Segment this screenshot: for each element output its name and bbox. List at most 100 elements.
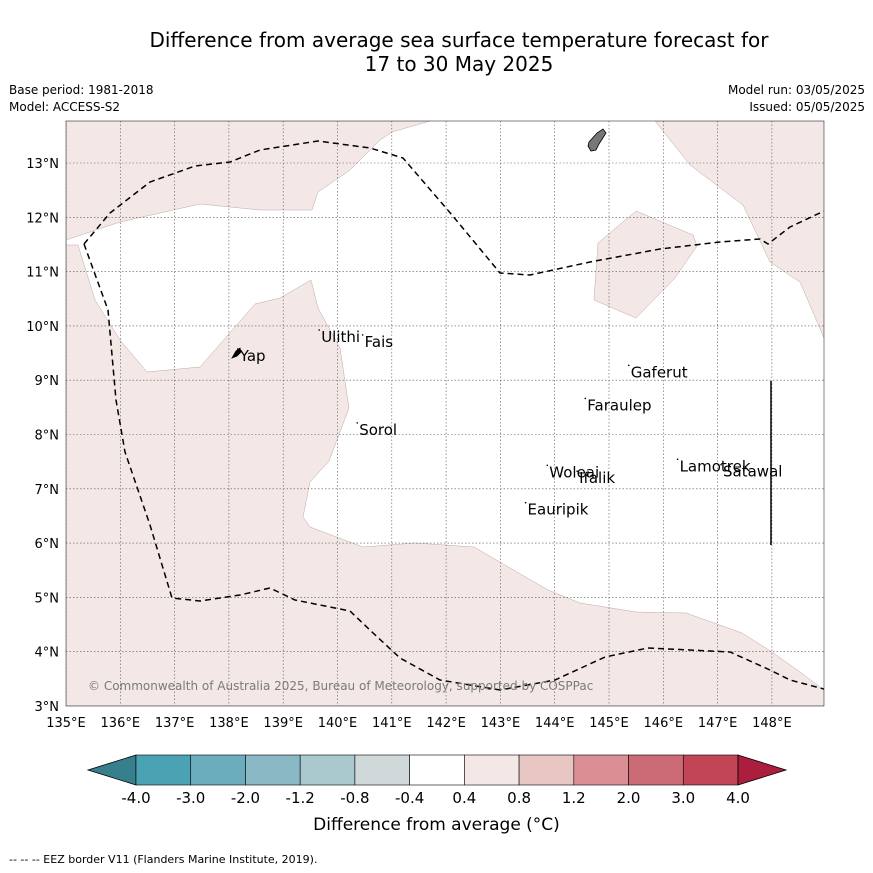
colorbar-tick-label: 0.8 (507, 789, 531, 807)
island-marker (356, 422, 359, 424)
copyright-notice: © Commonwealth of Australia 2025, Bureau… (88, 679, 593, 693)
latitude-tick-label: 9°N (35, 374, 60, 389)
colorbar-ticks: -4.0 -3.0 -2.0 -1.2 -0.8 -0.4 0.4 0.8 1.2 2.0 3.0 4… (121, 789, 750, 807)
latitude-tick-label: 8°N (35, 429, 60, 444)
island-marker (524, 501, 527, 504)
yap-land (231, 347, 242, 359)
island-marker (720, 463, 722, 466)
title-line-2: 17 to 30 May 2025 (364, 52, 554, 76)
colorbar-segment (299, 754, 356, 786)
longitude-tick-label: 135°E (46, 716, 86, 731)
place-label: Lamotrek (680, 457, 751, 475)
longitude-ticks: 135°E 136°E 137°E 138°E 139°E 140°E 141°E 142°E… (46, 716, 791, 731)
longitude-tick-label: 144°E (535, 716, 575, 731)
longitude-tick-label: 136°E (101, 716, 141, 731)
model-name: Model: ACCESS-S2 (9, 100, 121, 114)
place-label: Ulithi (321, 328, 360, 346)
island-marker (546, 464, 549, 467)
colorbar-tick-label: -3.0 (176, 789, 205, 807)
longitude-tick-label: 140°E (318, 716, 358, 731)
longitude-tick-label: 137°E (155, 716, 195, 731)
left-meta: Base period: 1981-2018 Model: ACCESS-S2 (9, 82, 154, 116)
colorbar-tick-label: 2.0 (617, 789, 641, 807)
longitude-tick-label: 147°E (698, 716, 738, 731)
guam-land (587, 128, 607, 152)
place-label: Woleai (549, 463, 599, 481)
latitude-tick-label: 6°N (35, 537, 60, 552)
colorbar-segment (409, 754, 465, 786)
place-label: Yap (239, 347, 266, 365)
longitude-tick-label: 143°E (481, 716, 521, 731)
anomaly-region-north (66, 121, 431, 241)
latitude-tick-label: 7°N (35, 483, 60, 498)
place-label: Fais (365, 333, 394, 351)
colorbar-tick-label: -4.0 (121, 789, 150, 807)
colorbar-segment (464, 754, 520, 786)
colorbar-segment (682, 754, 739, 786)
latitude-tick-label: 3°N (35, 700, 60, 715)
longitude-tick-label: 142°E (426, 716, 466, 731)
anomaly-region-south (66, 121, 824, 706)
longitude-tick-label: 145°E (589, 716, 629, 731)
colorbar-label: Difference from average (°C) (313, 815, 560, 835)
colorbar-tick-label: 4.0 (726, 789, 750, 807)
place-label: Ifalik (579, 469, 615, 487)
island-marker (361, 334, 364, 336)
longitude-tick-label: 141°E (372, 716, 412, 731)
colorbar-tick-label: -0.4 (395, 789, 424, 807)
model-run: Model run: 03/05/2025 (727, 83, 865, 97)
place-label: Gaferut (631, 363, 688, 381)
colorbar-segment (245, 754, 301, 786)
latitude-ticks: 3°N 4°N 5°N 6°N 7°N 8°N 9°N 10°N 11°N 12°N 13°N (26, 157, 59, 715)
colorbar-segment (518, 754, 575, 786)
colorbar-segment (628, 754, 684, 786)
colorbar-tick-label: 1.2 (562, 789, 586, 807)
longitude-tick-label: 138°E (209, 716, 249, 731)
latitude-tick-label: 4°N (35, 646, 60, 661)
right-meta: Model run: 03/05/2025 Issued: 05/05/2025 (728, 82, 865, 116)
island-marker (318, 329, 321, 331)
latitude-tick-label: 13°N (26, 157, 59, 172)
colorbar-tick-label: -0.8 (340, 789, 369, 807)
place-label: Sorol (359, 421, 397, 439)
colorbar-tick-label: -1.2 (286, 789, 315, 807)
map-title: Difference from average sea surface temp… (0, 28, 873, 76)
colorbar-segment (190, 754, 246, 786)
longitude-tick-label: 146°E (644, 716, 684, 731)
place-label: Satawal (723, 463, 782, 481)
eez-border (83, 140, 824, 691)
colorbar-extend-low (86, 754, 137, 786)
latitude-tick-label: 10°N (26, 320, 59, 335)
colorbar-segment (573, 754, 629, 786)
graticule (66, 121, 824, 706)
latitude-tick-label: 5°N (35, 591, 60, 606)
place-label: Faraulep (587, 396, 651, 414)
eez-footnote: -- -- -- EEZ border V11 (Flanders Marine… (9, 853, 318, 866)
map-frame (65, 120, 825, 707)
anomaly-region-east (654, 121, 824, 339)
title-line-1: Difference from average sea surface temp… (149, 28, 769, 52)
island-marker (627, 364, 630, 367)
place-labels: Yap Ulithi Fais Gaferut Faraulep Sorol WoleaiI… (236, 328, 782, 519)
island-marker (584, 397, 587, 400)
anomaly-region-guam (593, 210, 698, 319)
longitude-tick-label: 148°E (752, 716, 792, 731)
colorbar-tick-label: 3.0 (671, 789, 695, 807)
colorbar-tick-label: 0.4 (452, 789, 476, 807)
colorbar (86, 754, 788, 786)
island-marker (676, 458, 679, 461)
latitude-tick-label: 12°N (26, 211, 59, 226)
longitude-tick-label: 139°E (263, 716, 303, 731)
colorbar-segment (354, 754, 410, 786)
colorbar-extend-high (737, 754, 788, 786)
island-marker (576, 470, 578, 473)
island-marker (236, 348, 239, 350)
colorbar-tick-label: -2.0 (231, 789, 260, 807)
issued-date: Issued: 05/05/2025 (749, 100, 865, 114)
base-period: Base period: 1981-2018 (9, 83, 154, 97)
colorbar-segment (135, 754, 192, 786)
map-panel: Yap Ulithi Fais Gaferut Faraulep Sorol WoleaiI… (66, 121, 824, 706)
place-label: Eauripik (528, 501, 589, 519)
latitude-tick-label: 11°N (26, 266, 59, 281)
